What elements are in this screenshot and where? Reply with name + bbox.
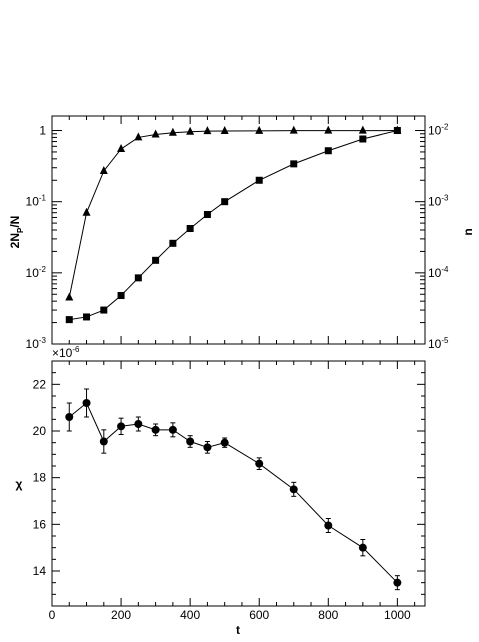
square-marker [117,292,125,300]
circle-marker [358,543,367,552]
top-panel: 1 10-1 10-2 10-3 10-2 10-3 10-4 10-5 2NP/N n [8,115,475,351]
bottom-series [65,388,402,591]
circle-marker [324,521,333,530]
triangle-marker [99,165,108,174]
top-right-y-tick-label: 10-2 [428,123,449,138]
triangle-marker [203,126,212,135]
triangle-marker [117,144,126,153]
bottom-x-tick-labels: 0 200 400 600 800 1000 [49,608,411,622]
triangle-marker [358,125,367,134]
top-right-tick-labels: 10-2 10-3 10-4 10-5 [428,123,449,351]
top-left-y-tick-label: 10-2 [26,265,47,280]
square-marker [221,198,229,206]
top-left-tick-labels: 1 10-1 10-2 10-3 [26,124,47,351]
bottom-y-axis-title: χ [16,477,23,491]
top-series [65,125,402,324]
circle-marker [99,437,108,446]
bottom-y-tick-label: 18 [33,471,47,485]
circle-marker [220,438,229,447]
square-marker [152,256,160,264]
x-tick-label: 800 [318,608,338,622]
y-multiplier-label: ×10-6 [52,345,80,360]
top-left-y-tick-label: 10-1 [26,194,47,209]
x-tick-label: 0 [49,608,56,622]
triangle-marker [255,125,264,134]
triangle-marker [324,125,333,134]
square-marker [290,160,298,168]
x-tick-label: 400 [180,608,200,622]
bottom-y-tick-label: 14 [33,564,47,578]
square-marker [393,127,401,135]
square-marker [359,135,367,143]
square-marker [324,147,332,155]
bottom-panel: 14 16 18 20 22 0 200 400 600 800 1000 ×10-6 χ t [16,345,426,637]
square-marker [100,306,108,314]
circle-marker [65,413,74,421]
circle-marker [151,425,160,434]
triangle-marker [220,125,229,134]
triangle-marker [186,126,195,135]
bottom-y-tick-label: 22 [33,377,47,391]
x-axis-title: t [236,623,240,637]
top-right-y-tick-label: 10-5 [428,336,449,351]
triangle-marker [134,132,143,141]
triangle-marker [168,127,177,136]
top-left-y-axis-title: 2NP/N [8,216,25,249]
circle-marker [289,485,298,494]
square-marker [186,224,194,232]
square-marker [134,274,142,282]
square-marker [203,211,211,219]
square-marker [83,313,91,321]
top-right-y-axis-title: n [461,228,475,235]
bottom-ticks [51,360,425,606]
bottom-y-tick-label: 16 [33,517,47,531]
circle-marker [134,420,143,428]
triangle-marker [65,292,74,301]
circle-marker [203,443,212,452]
x-tick-label: 600 [249,608,269,622]
x-tick-label: 1000 [384,608,411,622]
triangle-marker [151,129,160,138]
circle-marker [117,422,126,431]
triangle-marker [82,207,91,216]
x-tick-label: 200 [111,608,131,622]
top-right-y-tick-label: 10-3 [428,194,449,209]
circle-marker [168,425,177,434]
triangle-marker [289,125,298,134]
top-left-y-tick-label: 10-3 [26,336,47,351]
square-marker [255,176,263,184]
top-ticks [51,116,425,345]
circle-marker [186,437,195,446]
subscript-p: P [16,227,25,233]
square-marker [65,316,73,324]
bottom-plot-frame [51,360,426,607]
circle-marker [393,578,402,587]
circle-marker [255,459,264,468]
square-marker [169,239,177,247]
circle-marker [82,399,91,407]
bottom-y-tick-labels: 14 16 18 20 22 [33,377,47,578]
bottom-y-tick-label: 20 [33,424,47,438]
top-right-y-tick-label: 10-4 [428,265,449,280]
top-left-y-tick-label: 1 [39,124,46,138]
